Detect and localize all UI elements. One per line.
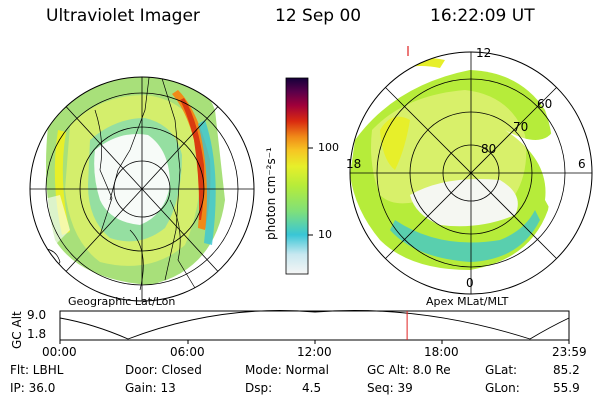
mlat-label-60: 60 [537,97,553,111]
info-gain: Gain: 13 [125,381,176,395]
altitude-tick-low: 1.8 [27,327,47,341]
info-seq: Seq: 39 [367,381,413,395]
geographic-aurora-image [29,76,255,302]
info-dsp-value: 4.5 [302,381,322,395]
mlt-label-18: 18 [346,157,362,171]
image-time: 16:22:09 UT [430,6,535,26]
colorbar-tick-100: 100 [318,141,339,154]
altitude-tick-high: 9.0 [27,308,47,322]
colorbar-tick-10: 10 [318,228,332,241]
apex-polar-plot [349,46,593,295]
colorbar-unit-label: photon cm⁻²s⁻¹ [264,147,278,240]
info-filter: Flt: LBHL [10,363,64,377]
info-glat-value: 85.2 [553,363,580,377]
altitude-axis-label: GC Alt [10,311,24,349]
info-ip: IP: 36.0 [10,381,56,395]
time-tick-1800: 18:00 [424,345,459,359]
time-tick-0600: 06:00 [170,345,205,359]
time-tick-2359: 23:59 [552,345,587,359]
mlt-label-6: 6 [578,157,586,171]
info-mode: Mode: Normal [245,363,329,377]
mlat-label-70: 70 [513,120,529,134]
altitude-plot [59,310,570,344]
info-glon-value: 55.9 [553,381,580,395]
colorbar [285,77,313,275]
mlat-label-80: 80 [481,142,497,156]
info-glat-label: GLat: [485,363,518,377]
info-door: Door: Closed [125,363,202,377]
mlt-label-0: 0 [466,276,474,290]
time-tick-0000: 00:00 [42,345,77,359]
instrument-title: Ultraviolet Imager [46,6,200,26]
info-dsp-label: Dsp: [245,381,273,395]
info-gc-alt: GC Alt: 8.0 Re [367,363,451,377]
image-date: 12 Sep 00 [275,6,362,26]
time-tick-1200: 12:00 [297,345,332,359]
info-glon-label: GLon: [485,381,520,395]
left-panel-caption: Geographic Lat/Lon [68,295,176,308]
mlt-label-12: 12 [476,46,492,60]
right-panel-caption: Apex MLat/MLT [426,295,509,308]
